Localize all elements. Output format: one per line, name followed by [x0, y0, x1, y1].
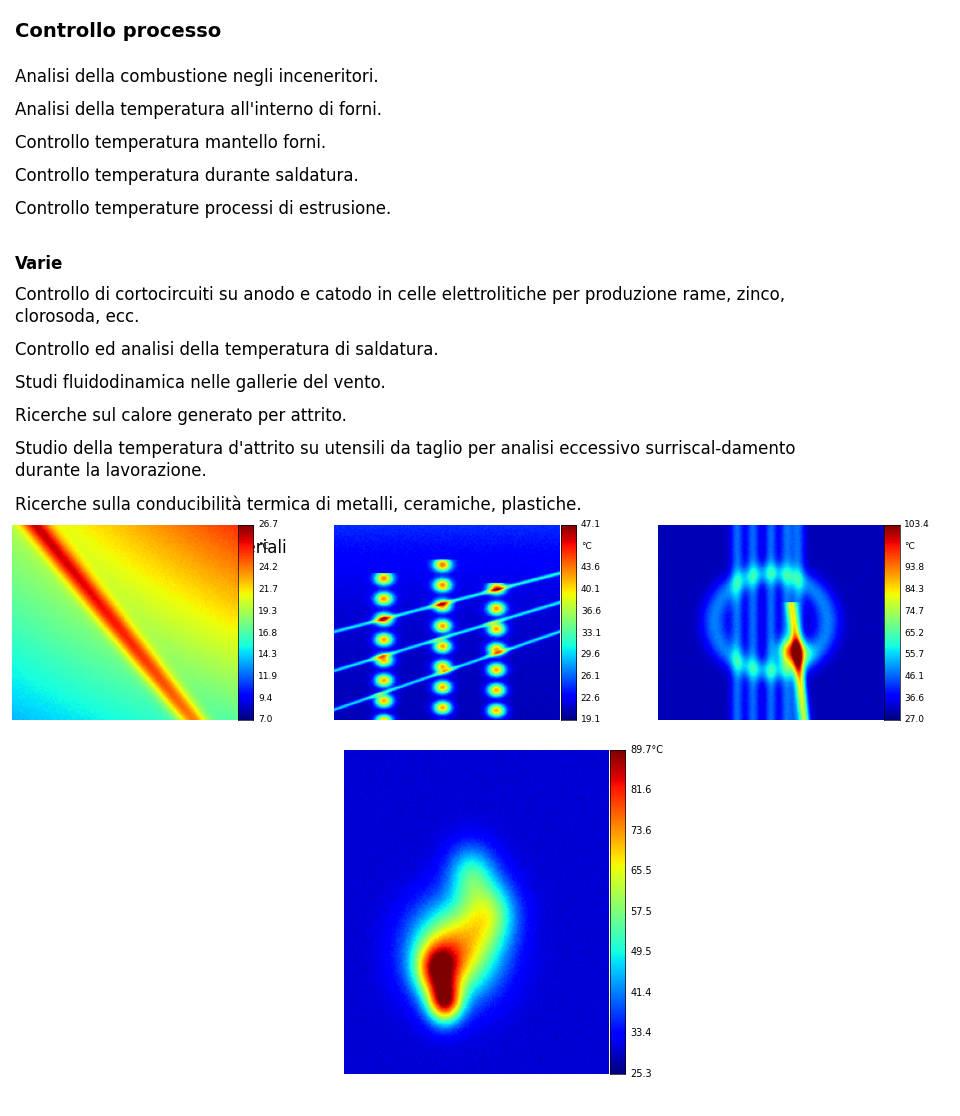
Text: 84.3: 84.3 [904, 585, 924, 594]
Text: 65.5: 65.5 [630, 866, 652, 876]
Text: 43.6: 43.6 [581, 564, 601, 573]
Text: 24.2: 24.2 [258, 564, 278, 573]
Text: °C: °C [581, 541, 591, 550]
Text: 55.7: 55.7 [904, 651, 924, 660]
Text: 93.8: 93.8 [904, 564, 924, 573]
Text: 14.3: 14.3 [258, 651, 278, 660]
Text: Studio della temperatura d'attrito su utensili da taglio per analisi eccessivo s: Studio della temperatura d'attrito su ut… [15, 440, 796, 458]
Text: 9.4: 9.4 [258, 694, 273, 703]
Text: 40.1: 40.1 [581, 585, 601, 594]
Text: °C: °C [904, 541, 915, 550]
Text: 16.8: 16.8 [258, 628, 278, 637]
Text: °C: °C [258, 541, 269, 550]
Text: Analisi della combustione negli inceneritori.: Analisi della combustione negli inceneri… [15, 68, 378, 86]
Text: 26.1: 26.1 [581, 672, 601, 681]
Text: 33.1: 33.1 [581, 628, 601, 637]
Text: 65.2: 65.2 [904, 628, 924, 637]
Text: 57.5: 57.5 [630, 907, 652, 916]
Text: 103.4: 103.4 [904, 520, 930, 529]
Text: 21.7: 21.7 [258, 585, 278, 594]
Text: Controllo temperature processi di estrusione.: Controllo temperature processi di estrus… [15, 200, 392, 219]
Text: 19.1: 19.1 [581, 715, 601, 724]
Text: Controllo temperatura durante saldatura.: Controllo temperatura durante saldatura. [15, 167, 359, 185]
Text: Controllo ed analisi della temperatura di saldatura.: Controllo ed analisi della temperatura d… [15, 341, 439, 359]
Text: clorosoda, ecc.: clorosoda, ecc. [15, 308, 139, 326]
Text: 74.7: 74.7 [904, 607, 924, 616]
Text: Studi fluidodinamica nelle gallerie del vento.: Studi fluidodinamica nelle gallerie del … [15, 374, 386, 392]
Text: 29.6: 29.6 [581, 651, 601, 660]
Text: Controllo processo: Controllo processo [15, 22, 221, 41]
Text: 36.6: 36.6 [581, 607, 601, 616]
Text: Controllo temperatura mantello forni.: Controllo temperatura mantello forni. [15, 134, 326, 152]
Text: Controllo del coating di materiali: Controllo del coating di materiali [15, 539, 287, 557]
Text: 11.9: 11.9 [258, 672, 278, 681]
Text: Ricerche sulla conducibilità termica di metalli, ceramiche, plastiche.: Ricerche sulla conducibilità termica di … [15, 496, 582, 513]
Text: 46.1: 46.1 [904, 672, 924, 681]
Text: Controllo di cortocircuiti su anodo e catodo in celle elettrolitiche per produzi: Controllo di cortocircuiti su anodo e ca… [15, 286, 785, 304]
Text: 73.6: 73.6 [630, 826, 652, 836]
Text: Varie: Varie [15, 256, 63, 273]
Text: 22.6: 22.6 [581, 694, 601, 703]
Text: Analisi della temperatura all'interno di forni.: Analisi della temperatura all'interno di… [15, 102, 382, 119]
Text: 25.3: 25.3 [630, 1069, 652, 1078]
Text: 36.6: 36.6 [904, 694, 924, 703]
Text: durante la lavorazione.: durante la lavorazione. [15, 462, 206, 480]
Text: 49.5: 49.5 [630, 947, 652, 958]
Text: 81.6: 81.6 [630, 786, 652, 796]
Text: 7.0: 7.0 [258, 715, 273, 724]
Text: Ricerche sul calore generato per attrito.: Ricerche sul calore generato per attrito… [15, 407, 347, 425]
Text: 19.3: 19.3 [258, 607, 278, 616]
Text: 89.7°C: 89.7°C [630, 745, 663, 754]
Text: 27.0: 27.0 [904, 715, 924, 724]
Text: 47.1: 47.1 [581, 520, 601, 529]
Text: 26.7: 26.7 [258, 520, 278, 529]
Text: 33.4: 33.4 [630, 1028, 652, 1038]
Text: 41.4: 41.4 [630, 988, 652, 998]
